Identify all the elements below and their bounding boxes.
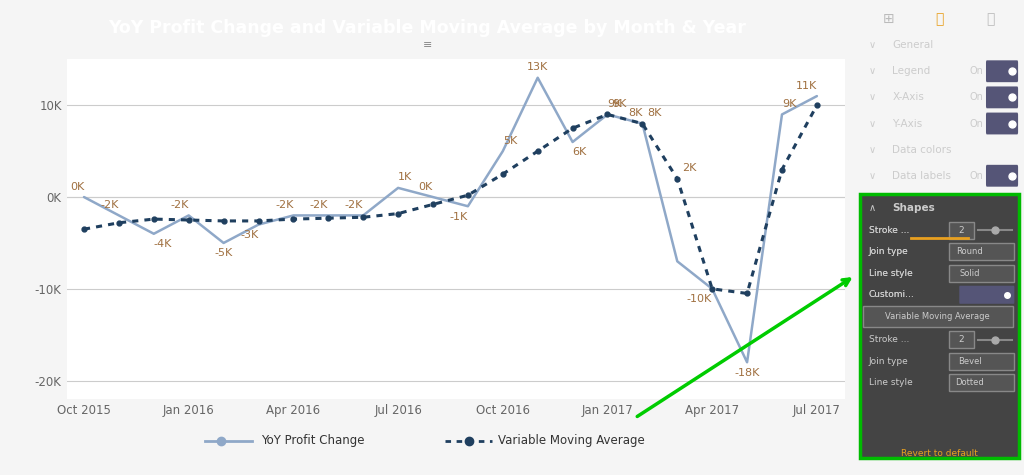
FancyBboxPatch shape xyxy=(986,165,1018,187)
Text: On: On xyxy=(970,92,984,103)
FancyBboxPatch shape xyxy=(986,86,1018,108)
Text: -18K: -18K xyxy=(734,368,760,378)
Text: 11K: 11K xyxy=(796,81,817,91)
Text: Solid: Solid xyxy=(959,269,980,278)
Text: 6K: 6K xyxy=(572,148,587,158)
Text: ∨: ∨ xyxy=(868,144,876,155)
Text: ∧: ∧ xyxy=(868,203,876,213)
FancyBboxPatch shape xyxy=(959,286,1015,304)
Text: 2: 2 xyxy=(958,335,965,344)
Text: 9K: 9K xyxy=(782,99,797,109)
Text: -2K: -2K xyxy=(310,200,329,210)
Text: Variable Moving Average: Variable Moving Average xyxy=(498,434,644,447)
Text: 1K: 1K xyxy=(398,172,413,182)
Text: On: On xyxy=(970,66,984,76)
Text: Customi...: Customi... xyxy=(868,290,914,299)
Text: ∨: ∨ xyxy=(868,66,876,76)
Text: Stroke ...: Stroke ... xyxy=(868,226,909,235)
Text: Variable Moving Average: Variable Moving Average xyxy=(886,312,990,321)
Text: General: General xyxy=(892,40,934,50)
Text: Join type: Join type xyxy=(868,247,908,257)
FancyBboxPatch shape xyxy=(949,222,974,239)
FancyBboxPatch shape xyxy=(949,243,1014,260)
Text: On: On xyxy=(970,118,984,129)
FancyBboxPatch shape xyxy=(949,331,974,348)
Text: -10K: -10K xyxy=(687,294,712,304)
FancyBboxPatch shape xyxy=(949,374,1014,391)
Text: ∨: ∨ xyxy=(868,92,876,103)
Text: Stroke ...: Stroke ... xyxy=(868,335,909,344)
Text: 0K: 0K xyxy=(419,181,433,191)
Text: 8K: 8K xyxy=(628,108,642,118)
Text: YoY Profit Change: YoY Profit Change xyxy=(261,434,365,447)
Text: 9K: 9K xyxy=(612,99,627,109)
Text: 13K: 13K xyxy=(527,62,548,72)
Text: Join type: Join type xyxy=(868,357,908,366)
Text: Dotted: Dotted xyxy=(955,378,984,387)
Text: -2K: -2K xyxy=(170,200,188,210)
FancyBboxPatch shape xyxy=(986,60,1018,82)
Text: Shapes: Shapes xyxy=(892,203,935,213)
Text: Y-Axis: Y-Axis xyxy=(892,118,923,129)
Text: -1K: -1K xyxy=(450,212,468,222)
Text: Data colors: Data colors xyxy=(892,144,951,155)
Text: YoY Profit Change and Variable Moving Average by Month & Year: YoY Profit Change and Variable Moving Av… xyxy=(109,19,746,38)
FancyBboxPatch shape xyxy=(986,113,1018,134)
Text: -5K: -5K xyxy=(214,248,232,258)
Text: Join type: Join type xyxy=(868,247,908,257)
Text: ≡: ≡ xyxy=(423,40,432,50)
Text: 8K: 8K xyxy=(647,108,662,118)
Text: -3K: -3K xyxy=(241,230,258,240)
FancyBboxPatch shape xyxy=(949,265,1014,282)
Text: ∨: ∨ xyxy=(868,118,876,129)
Text: Revert to default: Revert to default xyxy=(901,449,978,458)
Text: Line style: Line style xyxy=(868,269,912,278)
Text: 🔍: 🔍 xyxy=(986,12,994,26)
Text: ⊞: ⊞ xyxy=(883,12,895,26)
Text: Line style: Line style xyxy=(868,269,912,278)
Text: On: On xyxy=(970,171,984,181)
Text: Bevel: Bevel xyxy=(958,357,982,366)
Text: ∨: ∨ xyxy=(868,40,876,50)
Text: Customi...: Customi... xyxy=(868,290,914,299)
Text: -2K: -2K xyxy=(345,200,364,210)
Text: 🖌: 🖌 xyxy=(935,12,944,26)
Text: X-Axis: X-Axis xyxy=(892,92,924,103)
Text: 5K: 5K xyxy=(503,136,517,146)
Text: Data labels: Data labels xyxy=(892,171,951,181)
FancyBboxPatch shape xyxy=(860,194,1019,458)
Text: ∨: ∨ xyxy=(868,171,876,181)
Text: Legend: Legend xyxy=(892,66,931,76)
Text: Round: Round xyxy=(956,247,983,257)
FancyBboxPatch shape xyxy=(863,306,1013,327)
Text: 9K: 9K xyxy=(607,99,622,109)
Text: -4K: -4K xyxy=(154,239,172,249)
Text: 2: 2 xyxy=(958,226,965,235)
Text: 2K: 2K xyxy=(683,163,697,173)
Text: -2K: -2K xyxy=(100,200,119,210)
FancyBboxPatch shape xyxy=(949,352,1014,370)
Text: Line style: Line style xyxy=(868,378,912,387)
Text: -2K: -2K xyxy=(275,200,294,210)
Text: Stroke ...: Stroke ... xyxy=(868,226,909,235)
Text: 0K: 0K xyxy=(70,181,84,191)
